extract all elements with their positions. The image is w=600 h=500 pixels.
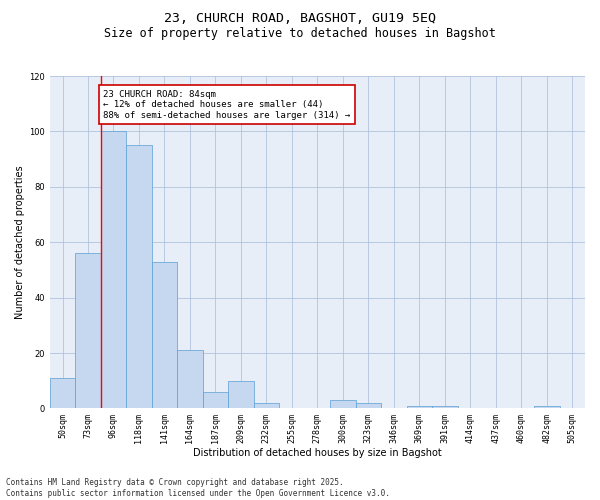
- Bar: [152, 262, 177, 408]
- Bar: [407, 406, 432, 408]
- Text: Size of property relative to detached houses in Bagshot: Size of property relative to detached ho…: [104, 28, 496, 40]
- Text: 23 CHURCH ROAD: 84sqm
← 12% of detached houses are smaller (44)
88% of semi-deta: 23 CHURCH ROAD: 84sqm ← 12% of detached …: [103, 90, 350, 120]
- Bar: [356, 403, 381, 408]
- Bar: [254, 403, 279, 408]
- Bar: [534, 406, 560, 408]
- Bar: [75, 254, 101, 408]
- X-axis label: Distribution of detached houses by size in Bagshot: Distribution of detached houses by size …: [193, 448, 442, 458]
- Bar: [432, 406, 458, 408]
- Text: Contains HM Land Registry data © Crown copyright and database right 2025.
Contai: Contains HM Land Registry data © Crown c…: [6, 478, 390, 498]
- Bar: [228, 381, 254, 408]
- Bar: [126, 146, 152, 408]
- Bar: [50, 378, 75, 408]
- Bar: [177, 350, 203, 408]
- Bar: [203, 392, 228, 408]
- Y-axis label: Number of detached properties: Number of detached properties: [15, 166, 25, 319]
- Bar: [101, 132, 126, 408]
- Text: 23, CHURCH ROAD, BAGSHOT, GU19 5EQ: 23, CHURCH ROAD, BAGSHOT, GU19 5EQ: [164, 12, 436, 26]
- Bar: [330, 400, 356, 408]
